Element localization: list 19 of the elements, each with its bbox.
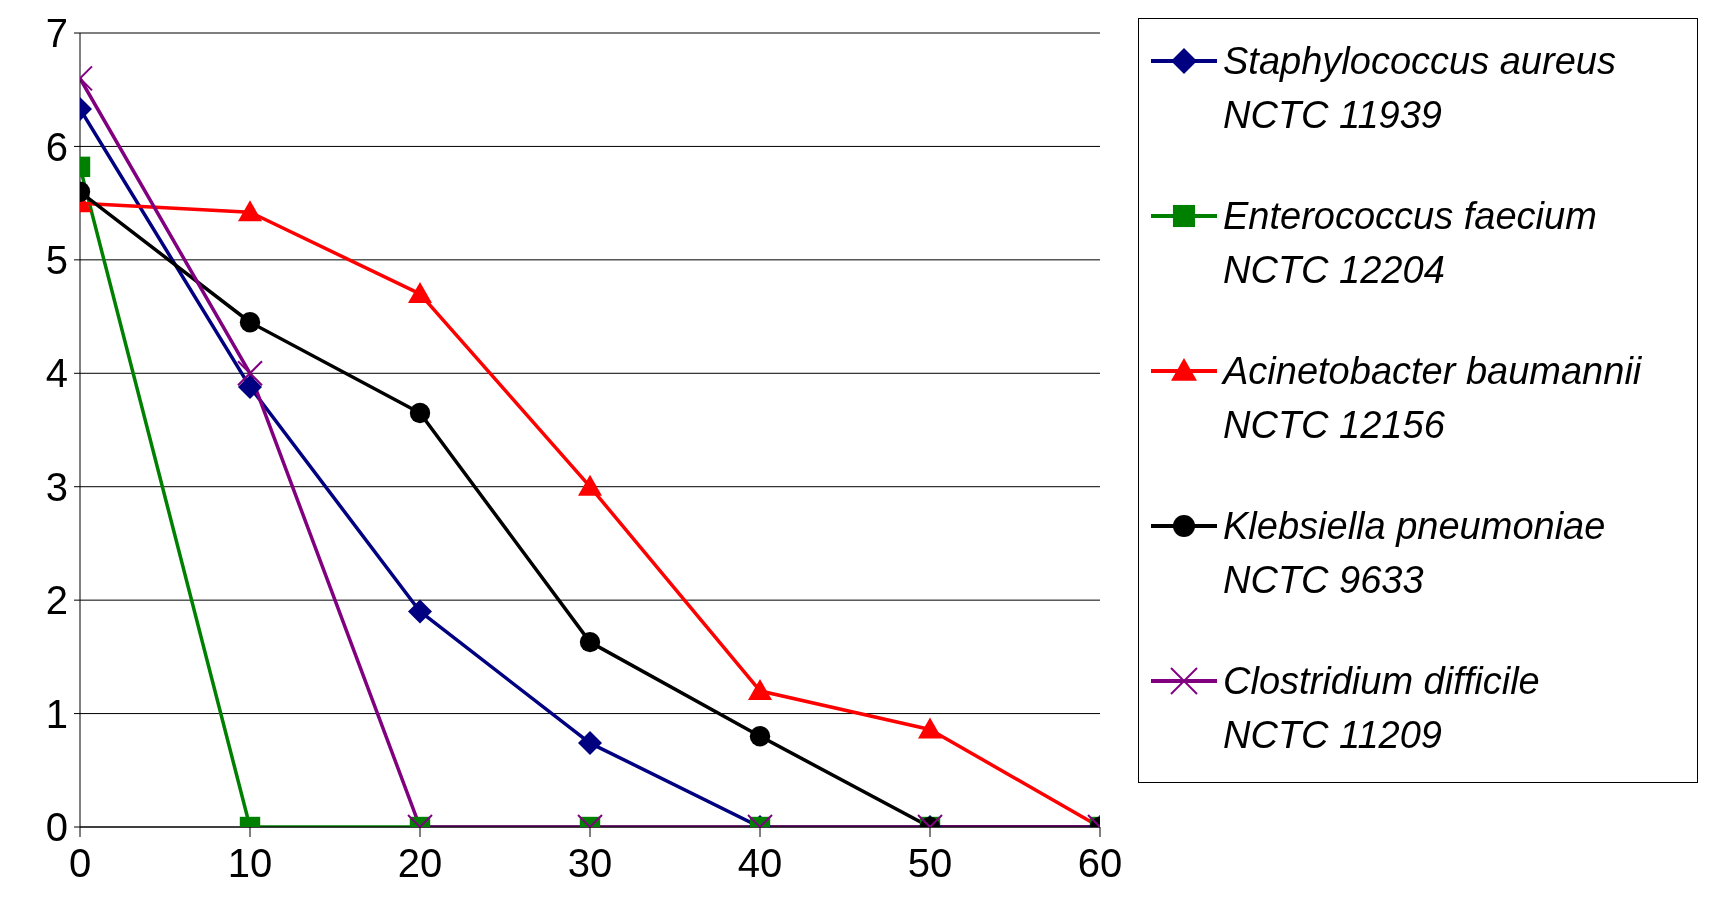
x-tick-label: 30	[567, 841, 613, 886]
x-tick-label: 40	[737, 841, 783, 886]
y-tick-label: 5	[45, 238, 68, 283]
y-tick-label: 7	[45, 11, 68, 56]
legend-label: Clostridium difficile NCTC 11209	[1223, 659, 1540, 758]
y-tick-label: 4	[45, 351, 68, 396]
x-tick-label: 60	[1077, 841, 1123, 886]
y-tick-label: 6	[45, 124, 68, 169]
y-tick-label: 1	[45, 691, 68, 736]
y-tick-label: 2	[45, 578, 68, 623]
x-tick-label: 10	[227, 841, 273, 886]
x-tick-label: 20	[397, 841, 443, 886]
y-tick-label: 3	[45, 464, 68, 509]
legend-label: Staphylococcus aureus NCTC 11939	[1223, 39, 1616, 138]
legend-label: Enterococcus faecium NCTC 12204	[1223, 194, 1597, 293]
legend-label: Acinetobacter baumannii NCTC 12156	[1223, 349, 1642, 448]
x-tick-label: 50	[907, 841, 953, 886]
y-tick-label: 0	[45, 805, 68, 850]
legend-label: Klebsiella pneumoniae NCTC 9633	[1223, 504, 1606, 603]
